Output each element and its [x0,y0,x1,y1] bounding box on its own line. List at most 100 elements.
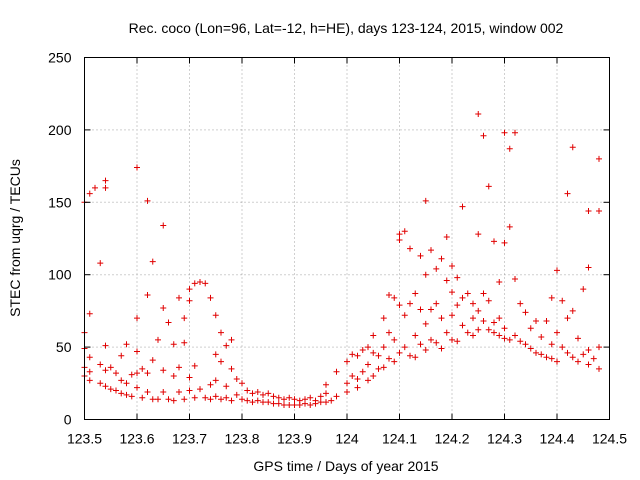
data-point [422,320,429,327]
data-point [401,228,408,235]
data-point [391,336,398,343]
data-point [181,396,188,403]
data-point [538,333,545,340]
data-point [134,348,140,355]
data-point [165,319,172,326]
data-point [139,365,146,372]
data-point [365,344,371,351]
data-point [422,271,429,278]
data-point [149,258,156,265]
data-point [113,387,119,394]
data-point [244,387,251,394]
data-point [323,390,329,397]
data-point [538,351,545,358]
data-point [97,361,104,368]
data-point [349,351,356,358]
data-point [128,371,135,378]
data-point [438,315,445,322]
data-point [144,370,151,377]
data-point [317,399,324,406]
data-point [191,280,198,287]
x-tick-label: 123.6 [119,431,154,447]
data-point [449,312,455,319]
data-point [254,388,261,395]
data-point [501,325,508,332]
data-point [428,336,434,343]
data-point [354,384,361,391]
data-point [344,358,350,365]
x-tick-label: 124.5 [592,431,627,447]
data-point [559,344,566,351]
data-point [380,364,387,371]
data-point [422,346,429,353]
y-tick-label: 100 [48,267,72,283]
data-point [533,318,539,325]
data-point [380,315,387,322]
data-point [506,145,513,152]
data-point [118,377,125,384]
y-axis-label: STEC from uqrg / TECUs [7,159,23,317]
data-point [454,274,461,281]
data-point [107,364,114,371]
data-point [212,393,219,400]
data-point [438,255,445,262]
data-point [307,402,314,409]
data-point [160,367,167,374]
data-point [475,326,482,333]
y-tick-label: 250 [48,50,72,66]
data-point [218,329,224,336]
data-point [186,297,193,304]
data-point [86,354,93,361]
data-point [585,346,592,353]
data-point [354,352,361,359]
data-point [260,391,266,398]
data-point [407,245,413,252]
data-point [417,306,424,313]
data-point [186,374,193,381]
data-point [512,332,518,339]
data-point [254,397,261,404]
data-point [312,400,319,407]
data-point [543,318,550,325]
data-point [569,354,576,361]
data-point [107,386,114,393]
data-point [485,326,492,333]
data-points [81,110,602,409]
data-point [559,297,566,304]
data-point [207,381,214,388]
data-point [527,345,534,352]
data-point [191,394,198,401]
data-point [428,247,434,254]
data-point [102,184,109,191]
x-tick-label: 123.5 [67,431,102,447]
data-point [380,344,387,351]
data-point [323,381,329,388]
data-point [470,332,476,339]
data-point [475,110,482,117]
data-point [480,318,487,325]
data-point [464,329,471,336]
chart-title: Rec. coco (Lon=96, Lat=-12, h=HE), days … [129,20,564,36]
x-tick-label: 123.7 [172,431,207,447]
data-point [585,264,592,271]
data-point [580,286,587,293]
data-point [396,349,403,356]
data-point [412,290,419,297]
y-tick-label: 0 [64,412,72,428]
data-point [454,338,461,345]
data-point [412,332,419,339]
data-point [564,315,571,322]
data-point [501,129,508,136]
data-point [433,265,440,272]
data-point [512,129,518,136]
data-point [417,341,424,348]
grid-lines [84,57,610,420]
x-tick-label: 124.2 [434,431,469,447]
data-point [233,391,240,398]
data-point [548,341,555,348]
data-point [149,357,156,364]
data-point [596,207,602,214]
data-point [223,383,230,390]
data-point [359,346,366,353]
